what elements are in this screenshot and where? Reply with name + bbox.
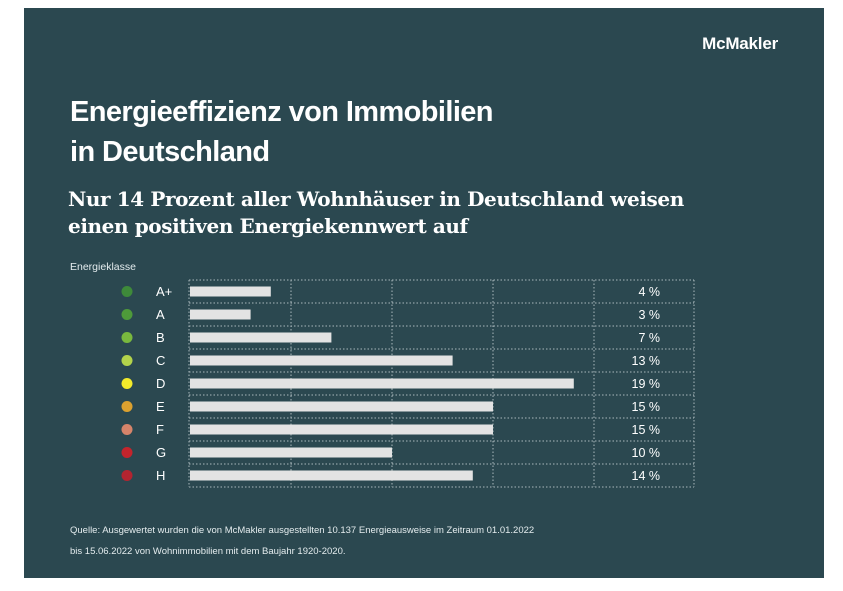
value-label: 10 % [632, 446, 661, 460]
bar [190, 424, 493, 435]
energy-class-dot-icon [121, 470, 133, 481]
bar [190, 470, 473, 481]
energy-class-dot-icon [121, 355, 133, 366]
category-label: C [156, 353, 165, 368]
bar [190, 447, 392, 458]
category-label: F [156, 422, 164, 437]
category-label: A+ [156, 284, 172, 299]
value-label: 15 % [632, 400, 661, 414]
title-line-2: in Deutschland [70, 136, 270, 168]
energy-class-dot-icon [121, 286, 133, 297]
subtitle-line-2: einen positiven Energiekennwert auf [68, 214, 468, 238]
value-label: 4 % [638, 285, 660, 299]
value-label: 15 % [632, 423, 661, 437]
bar [190, 355, 453, 366]
bar [190, 286, 271, 297]
title-line-1: Energieeffizienz von Immobilien [70, 96, 494, 128]
value-label: 19 % [632, 377, 661, 391]
page-title: Energieeffizienz von Immobilien in Deuts… [70, 92, 670, 172]
subtitle: Nur 14 Prozent aller Wohnhäuser in Deuts… [68, 186, 768, 240]
category-label: D [156, 376, 165, 391]
energy-class-dot-icon [121, 447, 133, 458]
energy-class-dot-icon [121, 309, 133, 320]
bar [190, 309, 251, 320]
bar [190, 401, 493, 412]
value-label: 7 % [638, 331, 660, 345]
source-note: Quelle: Ausgewertet wurden die von McMak… [70, 520, 750, 562]
energy-class-dot-icon [121, 424, 133, 435]
bar [190, 378, 574, 389]
energy-class-dot-icon [121, 332, 133, 343]
category-label: B [156, 330, 165, 345]
subtitle-line-1: Nur 14 Prozent aller Wohnhäuser in Deuts… [68, 187, 684, 211]
energy-class-bar-chart: A+ 4 % A 3 % B 7 % C 13 % D 19 % E 15 % F 15 % G 10 % H 1… [121, 279, 695, 488]
category-label: A [156, 307, 165, 322]
value-label: 14 % [632, 469, 661, 483]
category-label: E [156, 399, 165, 414]
infographic-card: McMakler Energieeffizienz von Immobilien… [24, 8, 824, 578]
y-axis-label: Energieklasse [70, 261, 136, 273]
energy-class-dot-icon [121, 378, 133, 389]
category-label: H [156, 468, 165, 483]
energy-class-dot-icon [121, 401, 133, 412]
value-label: 13 % [632, 354, 661, 368]
value-label: 3 % [638, 308, 660, 322]
category-label: G [156, 445, 166, 460]
source-line-2: bis 15.06.2022 von Wohnimmobilien mit de… [70, 546, 346, 557]
bar [190, 332, 332, 343]
brand-logo: McMakler [702, 34, 778, 53]
source-line-1: Quelle: Ausgewertet wurden die von McMak… [70, 525, 535, 536]
